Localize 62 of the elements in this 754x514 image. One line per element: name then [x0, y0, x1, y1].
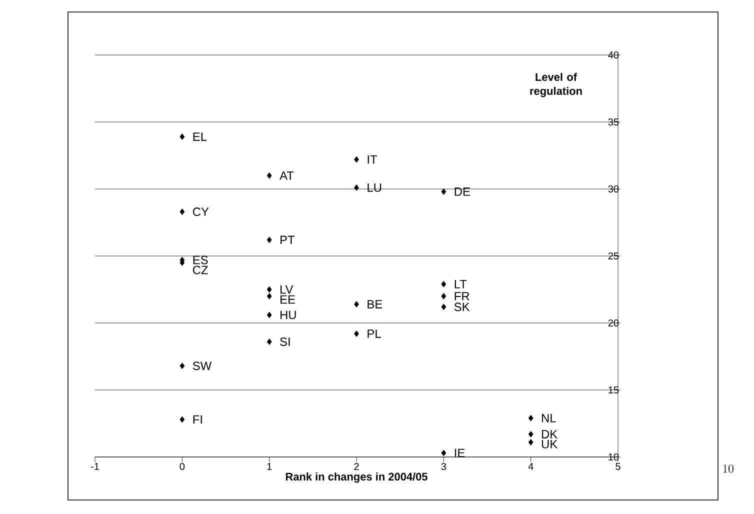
x-tick-label: 1	[267, 463, 272, 470]
x-tick-label: -1	[91, 463, 99, 470]
x-tick-label: 5	[616, 463, 620, 470]
point	[180, 208, 185, 215]
annotation: IT	[368, 155, 378, 164]
annotation: DK	[542, 430, 558, 438]
annotation: CZ	[192, 266, 208, 274]
y-tick-label: 35	[608, 118, 619, 126]
annotation: BE	[368, 300, 382, 308]
point	[354, 184, 359, 191]
point	[441, 450, 446, 456]
point	[354, 301, 359, 308]
point	[441, 292, 446, 300]
annotation: HU	[280, 310, 296, 320]
annotation: SK	[454, 302, 470, 312]
y-tick-label: 30	[608, 185, 619, 193]
y-axis-title: Level of regulation	[530, 72, 582, 98]
annotation: AT	[280, 171, 294, 180]
point	[180, 362, 185, 370]
y-tick-label: 25	[608, 252, 619, 260]
point	[441, 188, 446, 195]
point	[441, 280, 446, 288]
point	[354, 330, 359, 337]
point	[180, 134, 185, 140]
annotation: NL	[542, 414, 556, 422]
point	[266, 312, 272, 318]
annotation: PL	[368, 330, 381, 338]
point	[266, 338, 272, 345]
annotation: SW	[192, 362, 212, 370]
annotation: LV	[280, 285, 294, 294]
x-axis-title: Rank in changes in 2004/05	[286, 472, 428, 483]
point	[528, 431, 534, 438]
y-tick-label: 20	[608, 319, 619, 327]
text: 10	[723, 464, 734, 473]
point	[266, 172, 272, 179]
annotation: PT	[280, 236, 295, 244]
point	[441, 304, 446, 310]
annotation: EL	[193, 132, 207, 141]
x-tick-label: 4	[528, 463, 534, 470]
point	[266, 286, 272, 293]
y-tick-label: 40	[608, 51, 619, 59]
annotation: LU	[368, 183, 382, 192]
point	[180, 416, 185, 423]
annotation: FI	[193, 415, 202, 424]
annotation: ES	[193, 256, 208, 264]
annotation: IE	[454, 448, 465, 458]
annotation: UK	[542, 440, 558, 448]
annotation: SI	[280, 338, 290, 346]
x-tick-label: 3	[441, 463, 446, 470]
x-tick-label: 0	[180, 463, 185, 470]
annotation: LT	[454, 280, 467, 288]
point	[266, 292, 272, 300]
point	[528, 414, 534, 422]
point	[528, 439, 534, 446]
point	[266, 236, 272, 244]
annotation: CY	[192, 208, 209, 216]
annotation: DE	[454, 188, 470, 196]
x-tick-label: 2	[354, 463, 359, 470]
annotation: FR	[454, 292, 470, 300]
annotation: EE	[280, 295, 295, 304]
point	[354, 156, 359, 163]
y-tick-label: 15	[608, 386, 619, 394]
